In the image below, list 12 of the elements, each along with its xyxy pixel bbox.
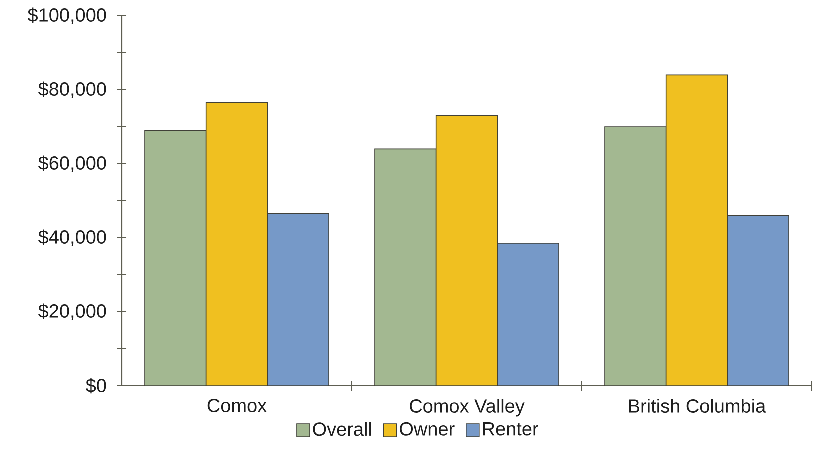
y-tick-label: $60,000 bbox=[38, 156, 106, 172]
x-tick-label: Comox bbox=[208, 399, 267, 412]
legend-label: Overall bbox=[313, 422, 372, 436]
x-tick-label: Comox Valley bbox=[410, 399, 525, 417]
y-tick-label: $100,000 bbox=[28, 8, 106, 24]
legend-label: Owner bbox=[400, 422, 455, 436]
y-tick-label: $20,000 bbox=[38, 304, 106, 320]
y-tick-label: $40,000 bbox=[38, 230, 106, 246]
legend-label: Renter bbox=[483, 422, 538, 436]
y-tick-label: $80,000 bbox=[38, 82, 106, 98]
x-tick-label: British Columbia bbox=[629, 399, 766, 413]
y-tick-label: $0 bbox=[86, 378, 106, 394]
